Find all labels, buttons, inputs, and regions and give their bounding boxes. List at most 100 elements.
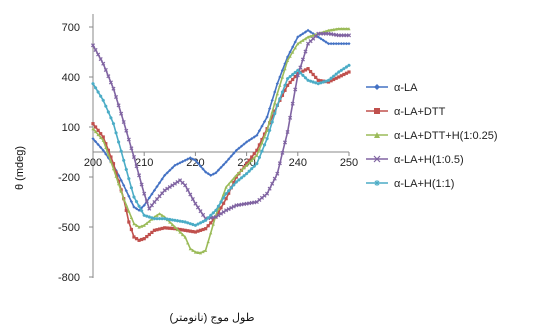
data-point xyxy=(239,176,244,180)
data-point xyxy=(124,189,128,193)
data-point xyxy=(181,232,185,237)
series-line xyxy=(92,27,349,254)
data-point xyxy=(147,206,152,211)
data-point xyxy=(90,43,96,48)
data-point xyxy=(106,74,111,79)
data-point xyxy=(342,42,346,46)
data-point xyxy=(339,68,343,72)
data-point xyxy=(221,209,226,215)
data-point xyxy=(278,83,282,87)
data-point xyxy=(204,170,208,174)
data-point xyxy=(175,162,180,166)
data-point xyxy=(311,32,315,36)
data-point xyxy=(134,199,139,204)
data-point xyxy=(117,182,121,186)
data-point xyxy=(342,27,346,31)
data-point xyxy=(186,221,190,225)
data-point xyxy=(145,214,149,218)
data-point xyxy=(170,218,174,222)
data-point xyxy=(301,38,305,42)
data-point xyxy=(250,137,254,141)
data-point xyxy=(165,217,169,221)
data-point xyxy=(134,237,139,241)
data-point xyxy=(293,87,298,92)
data-point xyxy=(191,222,195,227)
data-point xyxy=(122,158,126,162)
data-point xyxy=(191,229,195,234)
data-point xyxy=(326,42,331,46)
data-point xyxy=(232,180,236,185)
data-point xyxy=(137,225,141,229)
data-point xyxy=(117,140,121,144)
data-point xyxy=(139,182,144,187)
data-point xyxy=(247,169,251,173)
data-point xyxy=(250,167,254,171)
data-point xyxy=(316,82,320,86)
data-point xyxy=(247,138,251,142)
data-point xyxy=(288,115,293,120)
data-point xyxy=(173,218,177,222)
data-point xyxy=(111,86,116,91)
data-point xyxy=(290,101,295,106)
legend: α-LA α-LA+DTT α-LA+DTT+H(1:0.25) α-LA+H(1:0… xyxy=(366,82,498,190)
data-point xyxy=(111,122,116,126)
data-point xyxy=(132,235,136,239)
data-point xyxy=(122,197,126,201)
data-point xyxy=(255,162,259,166)
data-point xyxy=(285,129,290,135)
data-point xyxy=(255,148,259,152)
data-point xyxy=(232,176,236,180)
data-point xyxy=(260,124,264,128)
data-point xyxy=(206,216,210,220)
data-point xyxy=(334,76,338,80)
data-point xyxy=(204,248,208,252)
data-point xyxy=(119,149,123,153)
data-point xyxy=(309,69,313,74)
data-point xyxy=(262,134,267,139)
x-tick-label: 200 xyxy=(84,157,102,169)
data-point xyxy=(326,28,331,32)
data-point xyxy=(265,115,269,119)
data-point xyxy=(301,73,305,77)
data-point xyxy=(127,209,131,213)
data-point xyxy=(124,128,129,133)
y-axis-title: θ (mdeg) xyxy=(14,146,26,190)
data-point xyxy=(103,67,108,72)
data-point xyxy=(234,175,238,179)
data-point xyxy=(142,237,146,241)
data-point xyxy=(280,90,285,94)
data-point xyxy=(288,74,292,79)
x-tick-label: 240 xyxy=(289,157,307,169)
data-point xyxy=(288,50,292,54)
data-point xyxy=(142,191,147,196)
data-point xyxy=(157,217,162,221)
data-point xyxy=(96,142,100,147)
data-point xyxy=(285,58,290,62)
data-point xyxy=(193,230,197,234)
data-point xyxy=(224,192,228,196)
data-point xyxy=(150,216,154,220)
data-point xyxy=(111,162,116,166)
data-point xyxy=(147,232,151,237)
data-point xyxy=(306,67,310,71)
data-point xyxy=(206,224,210,228)
data-point xyxy=(162,188,167,193)
data-point xyxy=(160,191,165,196)
data-point xyxy=(270,110,274,114)
data-point xyxy=(337,75,341,79)
data-point xyxy=(109,159,113,164)
data-point xyxy=(117,179,121,183)
data-point xyxy=(91,127,95,131)
data-point xyxy=(298,65,303,70)
data-point xyxy=(186,157,190,161)
data-point xyxy=(134,223,139,227)
data-point xyxy=(165,171,169,175)
data-point xyxy=(242,174,246,178)
data-point xyxy=(93,86,98,90)
data-point xyxy=(198,251,203,255)
data-point xyxy=(201,227,205,232)
data-point xyxy=(219,165,223,170)
data-point xyxy=(201,167,205,171)
data-point xyxy=(163,173,167,177)
data-point xyxy=(186,241,190,245)
